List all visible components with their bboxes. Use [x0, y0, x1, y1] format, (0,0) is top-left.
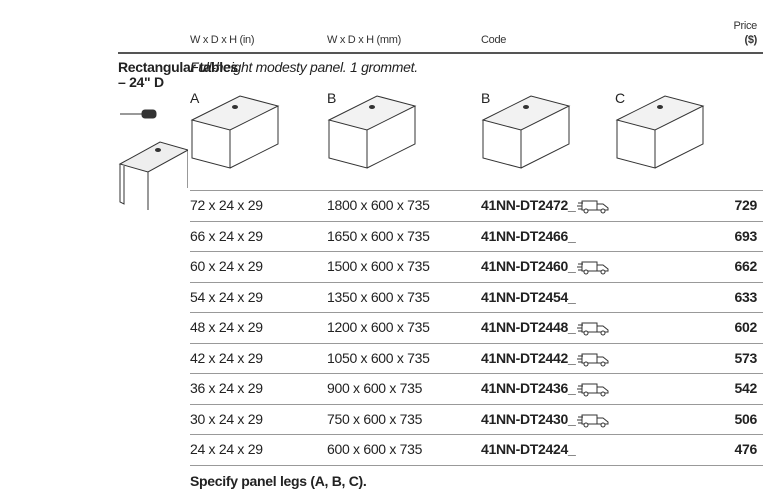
cell-mm: 1350 x 600 x 735 [327, 289, 430, 305]
cell-in: 72 x 24 x 29 [190, 197, 263, 213]
row-rule [190, 312, 763, 313]
cell-in: 42 x 24 x 29 [190, 350, 263, 366]
illustration [118, 109, 188, 210]
quickship-icon [577, 322, 609, 336]
row-rule [190, 221, 763, 222]
cell-price: 506 [734, 411, 758, 427]
quickship-icon [577, 353, 609, 367]
cell-in: 30 x 24 x 29 [190, 411, 263, 427]
cell-in: 66 x 24 x 29 [190, 228, 263, 244]
cell-in: 36 x 24 x 29 [190, 380, 263, 396]
quickship-icon [577, 261, 609, 275]
cell-mm: 750 x 600 x 735 [327, 411, 423, 427]
row-rule [190, 343, 763, 344]
cell-price: 729 [734, 197, 758, 213]
cell-mm: 1500 x 600 x 735 [327, 258, 430, 274]
cell-price: 476 [734, 441, 758, 457]
row-rule [190, 434, 763, 435]
cell-code: 41NN-DT2442_ [481, 350, 576, 366]
row-rule [190, 190, 763, 191]
cell-code: 41NN-DT2466_ [481, 228, 576, 244]
cell-code: 41NN-DT2454_ [481, 289, 576, 305]
cell-in: 48 x 24 x 29 [190, 319, 263, 335]
row-rule [190, 465, 763, 466]
row-rule [190, 373, 763, 374]
cell-price: 573 [734, 350, 758, 366]
section-title: Rectangular tables [118, 59, 238, 75]
cell-in: 24 x 24 x 29 [190, 441, 263, 457]
cell-code: 41NN-DT2424_ [481, 441, 576, 457]
leg-label: C [615, 90, 625, 106]
quickship-icon [577, 414, 609, 428]
leg-label: B [481, 90, 491, 106]
cell-price: 602 [734, 319, 758, 335]
row-rule [190, 282, 763, 283]
desk-drawing [615, 95, 705, 169]
row-rule [190, 404, 763, 405]
cell-mm: 900 x 600 x 735 [327, 380, 423, 396]
col-header: W x D x H (mm) [327, 34, 402, 46]
cell-code: 41NN-DT2448_ [481, 319, 576, 335]
cell-price: 693 [734, 228, 758, 244]
leg-label: A [190, 90, 200, 106]
note: Full-height modesty panel. 1 grommet. [190, 59, 418, 75]
cell-in: 60 x 24 x 29 [190, 258, 263, 274]
quickship-icon [577, 200, 609, 214]
footer-note: Specify panel legs (A, B, C). [190, 473, 367, 489]
desk-drawing [481, 95, 571, 169]
desk-drawing [190, 95, 280, 169]
row-rule [190, 251, 763, 252]
leg-label: B [327, 90, 337, 106]
cell-mm: 1050 x 600 x 735 [327, 350, 430, 366]
header-rule [118, 52, 763, 54]
col-header: Price [733, 20, 757, 32]
cell-code: 41NN-DT2436_ [481, 380, 576, 396]
cell-mm: 1800 x 600 x 735 [327, 197, 430, 213]
col-header: Code [481, 34, 507, 46]
quickship-icon [577, 383, 609, 397]
cell-price: 662 [734, 258, 758, 274]
cell-in: 54 x 24 x 29 [190, 289, 263, 305]
cell-mm: 1650 x 600 x 735 [327, 228, 430, 244]
cell-code: 41NN-DT2460_ [481, 258, 576, 274]
cell-mm: 1200 x 600 x 735 [327, 319, 430, 335]
section-title: – 24" D [118, 74, 164, 90]
col-header: ($) [744, 34, 757, 46]
cell-price: 633 [734, 289, 758, 305]
col-header: W x D x H (in) [190, 34, 255, 46]
cell-mm: 600 x 600 x 735 [327, 441, 423, 457]
desk-drawing [327, 95, 417, 169]
cell-price: 542 [734, 380, 758, 396]
cell-code: 41NN-DT2472_ [481, 197, 576, 213]
cell-code: 41NN-DT2430_ [481, 411, 576, 427]
